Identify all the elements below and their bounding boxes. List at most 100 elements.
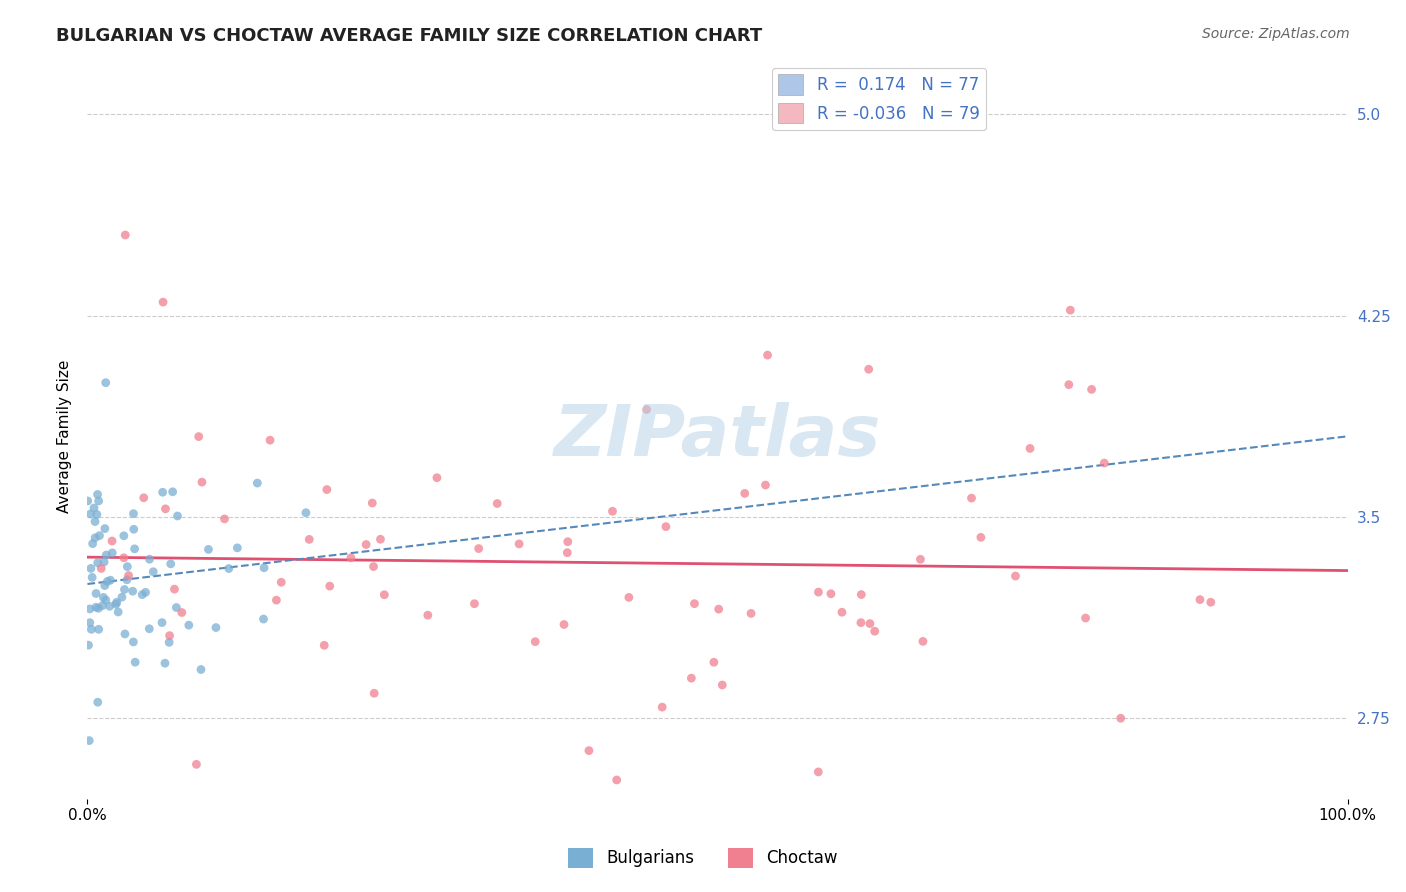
Point: [114, 627, 136, 641]
Point: [86, 556, 108, 570]
Point: [117, 559, 139, 574]
Point: [166, 508, 188, 523]
Point: [295, 506, 318, 520]
Point: [122, 507, 145, 521]
Point: [740, 607, 762, 621]
Point: [94, 593, 117, 607]
Point: [186, 757, 208, 772]
Point: [82, 570, 104, 584]
Point: [122, 635, 145, 649]
Point: [91, 599, 114, 613]
Point: [76, 494, 98, 508]
Point: [152, 295, 174, 310]
Point: [100, 573, 122, 587]
Point: [769, 880, 792, 892]
Point: [756, 348, 779, 362]
Point: [734, 486, 756, 500]
Point: [79, 602, 101, 616]
Point: [340, 550, 363, 565]
Point: [87, 695, 110, 709]
Point: [107, 605, 129, 619]
Point: [524, 634, 547, 648]
Point: [87, 494, 110, 508]
Point: [205, 621, 228, 635]
Point: [187, 429, 209, 443]
Point: [77, 638, 100, 652]
Point: [124, 541, 146, 556]
Point: [651, 700, 673, 714]
Point: [863, 624, 886, 639]
Legend: Bulgarians, Choctaw: Bulgarians, Choctaw: [561, 841, 845, 875]
Point: [683, 597, 706, 611]
Point: [111, 591, 134, 605]
Point: [1080, 383, 1102, 397]
Point: [163, 582, 186, 596]
Point: [165, 600, 187, 615]
Point: [319, 579, 342, 593]
Point: [960, 491, 983, 505]
Point: [94, 376, 117, 390]
Point: [93, 591, 115, 605]
Point: [96, 548, 118, 562]
Point: [153, 657, 176, 671]
Point: [252, 612, 274, 626]
Y-axis label: Average Family Size: Average Family Size: [58, 359, 72, 513]
Point: [138, 552, 160, 566]
Point: [90, 561, 112, 575]
Point: [142, 846, 165, 860]
Point: [157, 635, 180, 649]
Point: [138, 622, 160, 636]
Point: [1059, 303, 1081, 318]
Point: [416, 608, 439, 623]
Text: ZIPatlas: ZIPatlas: [554, 401, 882, 471]
Point: [270, 575, 292, 590]
Point: [578, 743, 600, 757]
Point: [115, 573, 138, 587]
Point: [87, 622, 110, 636]
Point: [177, 618, 200, 632]
Point: [703, 655, 725, 669]
Point: [159, 557, 181, 571]
Point: [89, 528, 111, 542]
Point: [87, 601, 110, 615]
Point: [555, 546, 578, 560]
Point: [831, 605, 853, 619]
Point: [1074, 611, 1097, 625]
Point: [298, 533, 321, 547]
Point: [467, 541, 489, 556]
Legend: R =  0.174   N = 77, R = -0.036   N = 79: R = 0.174 N = 77, R = -0.036 N = 79: [772, 68, 987, 130]
Point: [86, 508, 108, 522]
Point: [142, 565, 165, 579]
Point: [121, 584, 143, 599]
Point: [253, 561, 276, 575]
Point: [93, 555, 115, 569]
Point: [636, 402, 658, 417]
Point: [214, 512, 236, 526]
Point: [84, 515, 107, 529]
Point: [112, 550, 135, 565]
Point: [191, 475, 214, 489]
Point: [152, 485, 174, 500]
Text: BULGARIAN VS CHOCTAW AVERAGE FAMILY SIZE CORRELATION CHART: BULGARIAN VS CHOCTAW AVERAGE FAMILY SIZE…: [56, 27, 762, 45]
Point: [910, 552, 932, 566]
Point: [162, 484, 184, 499]
Point: [807, 764, 830, 779]
Point: [617, 591, 640, 605]
Point: [114, 227, 136, 242]
Point: [315, 483, 337, 497]
Point: [122, 522, 145, 536]
Point: [104, 597, 127, 611]
Text: Source: ZipAtlas.com: Source: ZipAtlas.com: [1202, 27, 1350, 41]
Point: [849, 615, 872, 630]
Point: [150, 886, 173, 892]
Point: [218, 561, 240, 575]
Point: [1109, 711, 1132, 725]
Point: [159, 629, 181, 643]
Point: [807, 585, 830, 599]
Point: [363, 686, 385, 700]
Point: [84, 600, 107, 615]
Point: [1188, 592, 1211, 607]
Point: [1004, 569, 1026, 583]
Point: [150, 615, 173, 630]
Point: [117, 568, 139, 582]
